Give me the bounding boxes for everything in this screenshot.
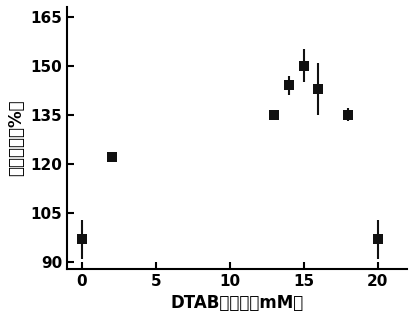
X-axis label: DTAB的浓度（mM）: DTAB的浓度（mM） <box>170 294 303 312</box>
Y-axis label: 相对活性（%）: 相对活性（%） <box>7 100 25 176</box>
